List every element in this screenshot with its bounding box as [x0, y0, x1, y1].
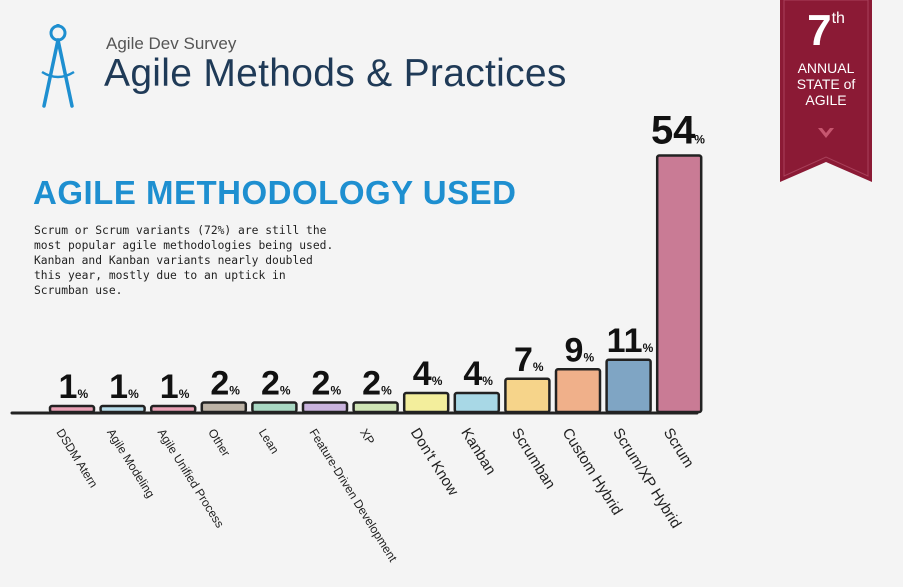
bar-12 [655, 154, 703, 414]
value-label-0: 1 [59, 368, 78, 406]
annual-ribbon-badge [780, 0, 872, 182]
category-label-0: DSDM Atern [53, 426, 100, 490]
bar-7 [402, 391, 450, 414]
value-label-3: 2 [210, 365, 229, 403]
value-label-1: 1 [109, 368, 128, 406]
category-label-12: Scrum [660, 425, 697, 471]
value-unit-0: % [78, 387, 89, 401]
bar-4 [251, 401, 298, 414]
bar-1 [99, 404, 146, 414]
bar-6 [352, 401, 399, 414]
category-label-6: XP [357, 426, 377, 447]
value-unit-12: % [694, 133, 705, 147]
value-unit-1: % [128, 387, 139, 401]
bar-0 [48, 404, 96, 414]
category-label-8: Kanban [457, 425, 499, 478]
bar-9 [504, 377, 551, 414]
category-label-4: Lean [256, 426, 282, 456]
value-unit-7: % [432, 374, 443, 388]
value-label-7: 4 [413, 355, 432, 393]
chevron-down-icon [818, 128, 834, 138]
value-label-9: 7 [514, 341, 533, 379]
value-label-11: 11 [607, 322, 643, 360]
bar-10 [554, 368, 602, 414]
value-unit-10: % [584, 350, 595, 364]
category-label-3: Other [205, 426, 233, 459]
value-label-10: 9 [565, 331, 584, 369]
value-unit-8: % [482, 374, 493, 388]
bar-5 [301, 401, 349, 414]
badge-line-agile: AGILE [805, 92, 847, 108]
value-unit-9: % [533, 360, 544, 374]
value-label-6: 2 [362, 365, 381, 403]
value-unit-11: % [643, 341, 654, 355]
value-unit-4: % [280, 384, 291, 398]
category-label-5: Feature-Driven Development [306, 426, 400, 565]
bar-8 [453, 391, 501, 414]
bar-11 [605, 358, 652, 414]
bar-3 [200, 401, 248, 414]
value-label-12: 54 [651, 109, 696, 153]
category-label-1: Agile Modeling [104, 426, 158, 500]
edition-number: 7th [807, 6, 845, 55]
value-unit-2: % [179, 387, 190, 401]
category-label-9: Scrumban [508, 425, 559, 492]
value-label-8: 4 [463, 355, 482, 393]
survey-kicker: Agile Dev Survey [106, 34, 237, 53]
page-title: Agile Methods & Practices [104, 52, 567, 95]
value-label-5: 2 [312, 365, 331, 403]
badge-line-state-of: STATE of [796, 76, 856, 92]
value-label-4: 2 [261, 365, 280, 403]
category-label-7: Don't Know [407, 425, 462, 499]
value-unit-3: % [229, 384, 240, 398]
value-unit-6: % [381, 384, 392, 398]
compass-logo-icon [41, 24, 75, 108]
value-unit-5: % [331, 384, 342, 398]
section-title: AGILE METHODOLOGY USED [33, 174, 517, 211]
bar-2 [149, 404, 197, 414]
section-description: Scrum or Scrum variants (72%) are still … [34, 224, 334, 297]
value-label-2: 1 [160, 368, 179, 406]
badge-line-annual: ANNUAL [797, 60, 855, 76]
